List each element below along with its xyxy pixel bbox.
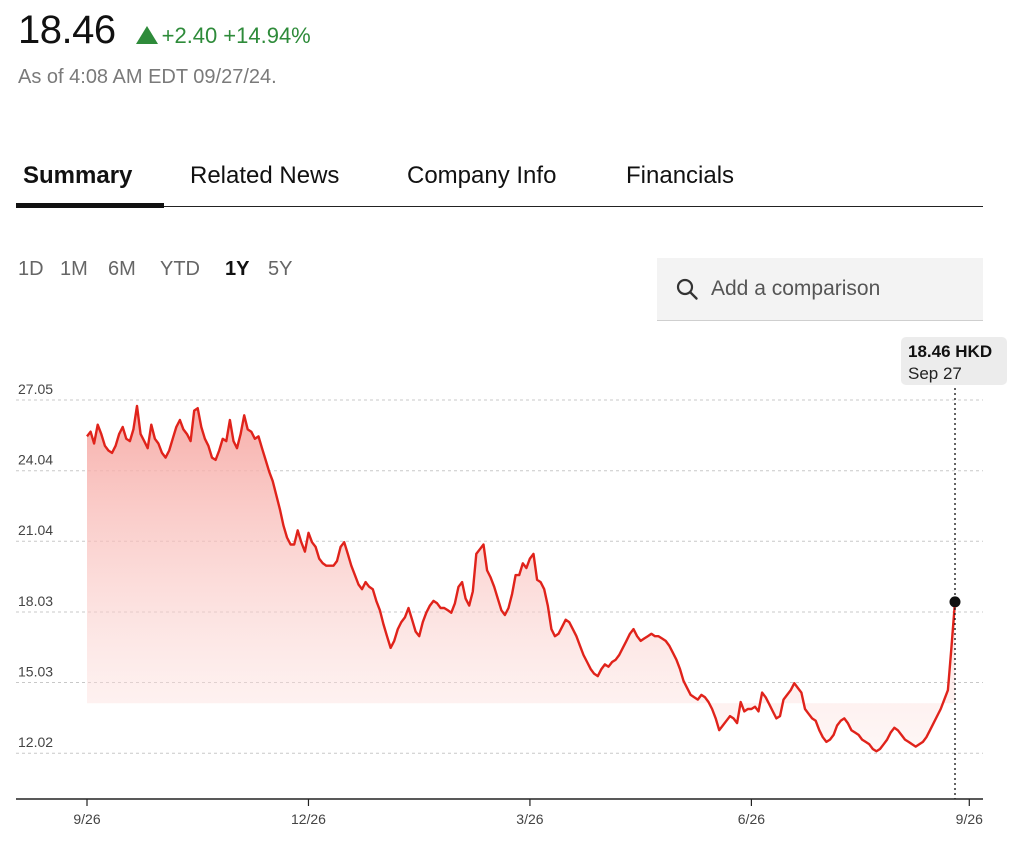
y-tick-label: 18.03 [18, 593, 53, 609]
x-tick-label: 9/26 [73, 811, 100, 827]
x-tick-label: 9/26 [956, 811, 983, 827]
change-amount: +2.40 [161, 23, 218, 48]
y-tick-label: 12.02 [18, 734, 53, 750]
search-icon [676, 278, 698, 300]
tab-financials[interactable]: Financials [626, 162, 735, 189]
x-tick-label: 3/26 [516, 811, 543, 827]
range-6m[interactable]: 6M [108, 258, 136, 280]
x-axis-labels: 9/26 12/26 3/26 6/26 9/26 [73, 799, 983, 827]
y-tick-label: 27.05 [18, 381, 53, 397]
tab-bar: Summary Related News Company Info Financ… [16, 150, 983, 208]
range-1y[interactable]: 1Y [225, 258, 250, 280]
range-1d[interactable]: 1D [18, 258, 44, 280]
tooltip-price: 18.46 HKD [908, 342, 993, 361]
range-ytd[interactable]: YTD [160, 258, 200, 280]
x-tick-label: 12/26 [291, 811, 326, 827]
price-chart[interactable]: 27.05 24.04 21.04 18.03 15.03 12.02 9/26 12/26… [0, 380, 1024, 849]
comparison-input[interactable] [709, 276, 973, 302]
x-tick-label: 6/26 [738, 811, 765, 827]
price-tooltip: 18.46 HKD Sep 27 [901, 337, 1007, 385]
triangle-up-icon [135, 26, 158, 44]
y-tick-label: 24.04 [18, 452, 53, 468]
quote-header: 18.46 +2.40 +14.94% [18, 8, 311, 53]
tab-related-news[interactable]: Related News [190, 162, 340, 189]
y-tick-label: 21.04 [18, 522, 53, 538]
grid-lines [16, 399, 983, 754]
tab-summary[interactable]: Summary [23, 162, 133, 189]
range-5y[interactable]: 5Y [268, 258, 293, 280]
tab-company-info[interactable]: Company Info [407, 162, 557, 189]
active-tab-indicator [16, 203, 164, 208]
comparison-search[interactable] [657, 258, 983, 321]
tooltip-date: Sep 27 [908, 364, 962, 383]
y-axis-labels: 27.05 24.04 21.04 18.03 15.03 12.02 [18, 381, 53, 750]
price-change: +2.40 +14.94% [135, 23, 311, 49]
price-line [86, 404, 957, 753]
current-price: 18.46 [18, 8, 116, 52]
y-tick-label: 15.03 [18, 663, 53, 679]
as-of-timestamp: As of 4:08 AM EDT 09/27/24. [18, 66, 277, 88]
cursor-dot [949, 596, 961, 608]
price-area-fill [87, 405, 955, 752]
range-1m[interactable]: 1M [60, 258, 88, 280]
change-percent: +14.94% [223, 23, 311, 48]
